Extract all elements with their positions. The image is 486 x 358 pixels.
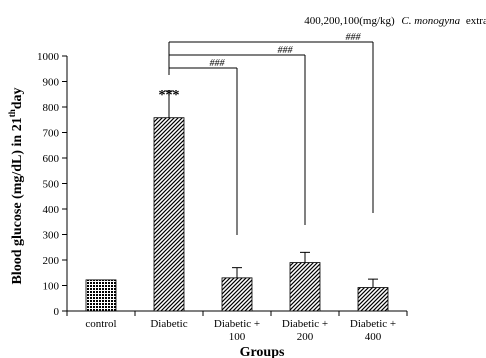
- comparison-significance: ###: [278, 45, 294, 56]
- extract-dose-note: 400,200,100(mg/kg) C. monogyna extract: [304, 15, 486, 27]
- y-tick-label: 0: [54, 306, 60, 318]
- y-tick-label: 300: [43, 230, 60, 242]
- significance-stars: ***: [159, 88, 180, 103]
- bar: [153, 117, 185, 312]
- y-tick-label: 200: [43, 255, 60, 267]
- y-tick-label: 700: [43, 128, 60, 140]
- y-tick-label: 800: [43, 102, 60, 114]
- y-tick-label: 1000: [37, 51, 60, 63]
- comparison-brackets: ### ### ###: [168, 32, 374, 235]
- y-axis: 0 100 200 300 400 500 600 700 800 900 1000: [37, 51, 68, 318]
- bar: [221, 277, 253, 312]
- bars: [85, 117, 389, 312]
- y-axis-label: Blood glucose (mg/dL) in 21thday: [7, 87, 25, 284]
- x-tick-label: Diabetic +: [350, 318, 396, 330]
- x-tick-label: Diabetic +: [282, 318, 328, 330]
- bar: [85, 279, 117, 312]
- x-tick-label-line2: 400: [365, 331, 382, 343]
- comparison-significance: ###: [346, 32, 362, 43]
- x-axis-label: Groups: [240, 345, 285, 358]
- x-tick-label: control: [85, 318, 116, 330]
- x-tick-label: Diabetic +: [214, 318, 260, 330]
- bar: [289, 262, 321, 312]
- y-tick-label: 500: [43, 179, 60, 191]
- y-tick-label: 600: [43, 153, 60, 165]
- x-tick-label-line2: 100: [229, 331, 246, 343]
- error-bars: ***: [159, 88, 378, 288]
- y-tick-label: 400: [43, 204, 60, 216]
- x-tick-label-line2: 200: [297, 331, 314, 343]
- x-tick-label: Diabetic: [150, 318, 187, 330]
- y-tick-label: 900: [43, 77, 60, 89]
- y-tick-label: 100: [43, 281, 60, 293]
- bar: [357, 287, 389, 312]
- comparison-significance: ###: [210, 58, 226, 69]
